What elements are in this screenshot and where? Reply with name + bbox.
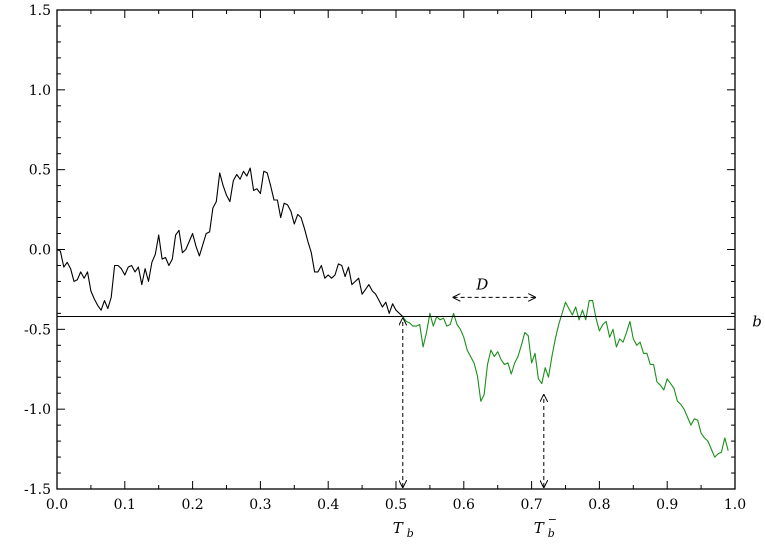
tb-label-subscript: b — [407, 527, 414, 540]
x-tick-label-0: 0.0 — [46, 497, 68, 513]
x-tick-label-5: 0.5 — [385, 497, 407, 513]
d-label: D — [475, 275, 488, 293]
series-line-1 — [402, 300, 729, 458]
y-tick-label-6: -1.5 — [24, 482, 51, 498]
x-tick-label-2: 0.2 — [181, 497, 203, 513]
y-tick-label-5: -1.0 — [24, 402, 51, 418]
series-lines — [56, 167, 729, 458]
plot-frame — [56, 9, 736, 490]
tb-label: T — [393, 519, 404, 537]
x-tick-label-6: 0.6 — [453, 497, 475, 513]
x-tick-label-10: 1.0 — [724, 497, 746, 513]
x-tick-label-4: 0.4 — [317, 497, 339, 513]
tb-minus-label-subscript: b — [548, 527, 555, 540]
y-tick-label-2: 0.5 — [29, 163, 51, 179]
y-tick-label-1: 1.0 — [29, 83, 51, 99]
x-tick-label-8: 0.8 — [588, 497, 610, 513]
plot-border — [56, 9, 736, 490]
series-line-0 — [56, 167, 404, 318]
x-tick-label-9: 0.9 — [656, 497, 678, 513]
y-tick-label-4: -0.5 — [24, 322, 51, 338]
x-tick-label-1: 0.1 — [114, 497, 136, 513]
tb-minus-label-superscript: − — [548, 513, 557, 526]
threshold-line-group: b — [57, 313, 762, 331]
axis-ticks — [56, 9, 736, 490]
x-tick-label-3: 0.3 — [249, 497, 271, 513]
tb-minus-label: T — [534, 519, 545, 537]
threshold-label: b — [752, 313, 762, 331]
y-tick-label-3: 0.0 — [29, 243, 51, 259]
x-tick-label-7: 0.7 — [520, 497, 542, 513]
axis-tick-labels: 0.0 0.1 0.2 0.3 0.4 0.5 0.6 0.7 0.8 0.9 1.0 1.5 1.0 0… — [24, 3, 746, 513]
y-tick-label-0: 1.5 — [29, 3, 51, 19]
